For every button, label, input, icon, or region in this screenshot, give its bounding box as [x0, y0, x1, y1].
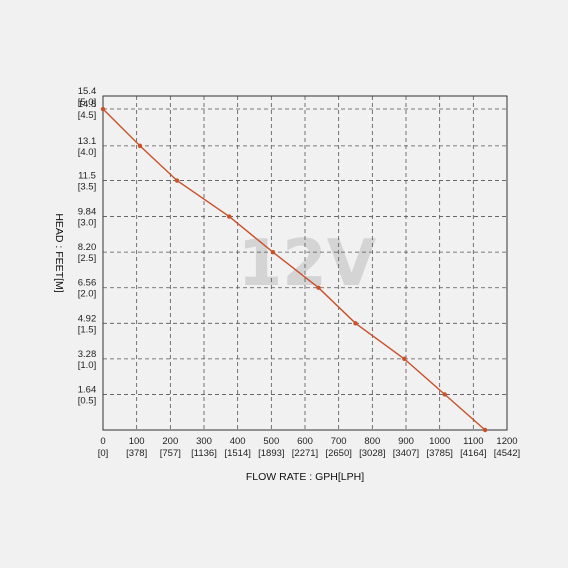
y-tick-label: 8.20 [78, 242, 97, 253]
x-tick-label-secondary: [3407] [393, 448, 419, 459]
data-point [316, 285, 321, 290]
x-tick-label-secondary: [3785] [426, 448, 452, 459]
y-tick-label: 13.1 [78, 136, 97, 147]
data-point [174, 178, 180, 183]
y-tick-label-secondary: [1.5] [78, 324, 97, 335]
x-tick-label: 700 [331, 436, 347, 447]
plot-frame [102, 95, 508, 431]
x-tick-label-secondary: [1136] [191, 448, 217, 459]
x-tick-label-secondary: [4542] [494, 448, 520, 459]
x-tick-label: 500 [263, 436, 279, 447]
data-point [353, 321, 358, 326]
y-tick-label-secondary: [3.0] [78, 218, 97, 229]
data-point [270, 249, 276, 255]
y-tick-label-secondary: [5.0] [78, 97, 97, 108]
series-line [102, 108, 486, 431]
x-tick-label: 200 [162, 436, 178, 447]
x-tick-label: 900 [398, 436, 414, 447]
x-tick-label: 300 [196, 436, 212, 447]
grid-lines [103, 96, 507, 430]
y-axis-ticks: 1.64[0.5] 3.28[1.0] 4.92[1.5] 6.56[2.0] 8.20… [78, 86, 97, 406]
y-tick-label: 9.84 [78, 207, 97, 218]
y-tick-label-secondary: [2.0] [78, 289, 97, 300]
data-point [137, 143, 143, 149]
x-tick-label: 1200 [496, 436, 517, 447]
x-tick-label-secondary: [757] [160, 448, 181, 459]
x-tick-label: 0 [100, 436, 105, 447]
series-group [100, 106, 488, 433]
y-tick-label-secondary: [1.0] [78, 360, 97, 371]
y-tick-label-secondary: [3.5] [78, 182, 97, 193]
plot-area [103, 96, 507, 430]
x-tick-label: 800 [364, 436, 380, 447]
x-tick-label-secondary: [1893] [258, 448, 284, 459]
data-point [442, 392, 447, 397]
y-tick-label: 15.4 [78, 86, 97, 97]
x-tick-label-secondary: [0] [98, 448, 109, 459]
x-tick-label: 100 [129, 436, 145, 447]
x-tick-label-secondary: [3028] [359, 448, 385, 459]
x-tick-label-secondary: [4164] [460, 448, 486, 459]
y-tick-label: 3.28 [78, 349, 97, 360]
y-tick-label-secondary: [2.5] [78, 253, 97, 264]
y-tick-label: 11.5 [78, 171, 96, 182]
data-point [227, 214, 232, 219]
data-point [402, 356, 407, 362]
y-tick-label-secondary: [0.5] [78, 395, 97, 406]
x-tick-label-secondary: [378] [126, 448, 147, 459]
x-tick-label: 1100 [463, 436, 483, 447]
y-tick-label-secondary: [4.5] [78, 110, 97, 121]
y-tick-label: 1.64 [78, 384, 97, 395]
chart-watermark: 12V [238, 227, 377, 301]
y-axis-title: HEAD : FEET[M] [53, 213, 65, 292]
data-point [100, 106, 106, 112]
x-tick-label: 600 [297, 436, 313, 447]
x-axis-title: FLOW RATE : GPH[LPH] [246, 471, 364, 483]
x-tick-label-secondary: [2271] [292, 448, 318, 459]
y-tick-label: 6.56 [78, 278, 97, 289]
x-axis-ticks: 0[0] 100[378] 200[757] 300[1136] 400[1514] 50… [98, 436, 520, 459]
x-tick-label-secondary: [1514] [224, 448, 250, 459]
y-tick-label-secondary: [4.0] [78, 147, 97, 158]
x-tick-label: 400 [230, 436, 246, 447]
x-tick-label: 1000 [429, 436, 450, 447]
x-tick-label-secondary: [2650] [325, 448, 351, 459]
y-tick-label: 4.92 [78, 313, 97, 324]
data-point [482, 427, 488, 433]
y-tick-label: 14.8 [78, 99, 97, 110]
